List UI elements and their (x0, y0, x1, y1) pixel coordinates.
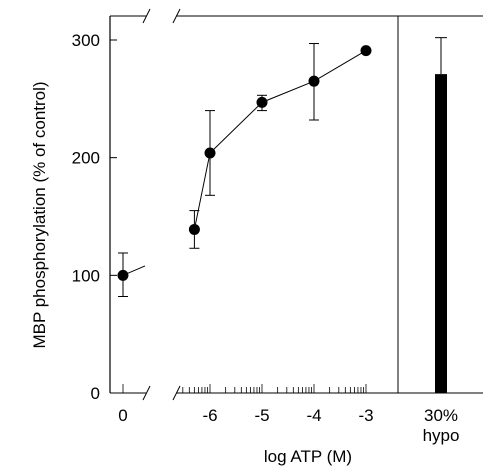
plot-frame (109, 8, 483, 401)
data-point (256, 96, 268, 108)
y-tick-label: 100 (72, 266, 100, 285)
axis-break-mark (172, 8, 181, 24)
x-tick-label: -5 (254, 406, 269, 425)
x-tick-label: -3 (358, 406, 373, 425)
y-tick-label: 0 (91, 384, 100, 403)
y-tick-label: 200 (72, 149, 100, 168)
axis-ticks (110, 39, 367, 394)
data-point (308, 75, 320, 87)
y-tick-label: 300 (72, 31, 100, 50)
bar-category-label: 30% (424, 406, 458, 425)
data-point (188, 223, 200, 235)
hypo-bar (435, 74, 447, 393)
axis-break-mark (142, 385, 151, 401)
data-points (117, 45, 372, 281)
tick-labels: 0 100 200 300 0 -6 -5 -4 -3 30%hypo (72, 31, 460, 445)
x-tick-label: 0 (118, 406, 127, 425)
data-point (204, 147, 216, 159)
y-axis-title: MBP phosphorylation (% of control) (30, 81, 49, 348)
series-line (193, 50, 367, 230)
x-tick-label: -6 (202, 406, 217, 425)
x-axis-title: log ATP (M) (264, 447, 352, 466)
data-point (117, 269, 129, 281)
axis-break-mark (172, 385, 181, 401)
error-bars (118, 43, 319, 298)
series-lines (122, 50, 367, 276)
data-point (360, 45, 372, 57)
axis-break-mark (142, 8, 151, 24)
hypo-bar-group (435, 37, 447, 393)
bar-category-label: hypo (423, 426, 460, 445)
x-tick-label: -4 (306, 406, 321, 425)
